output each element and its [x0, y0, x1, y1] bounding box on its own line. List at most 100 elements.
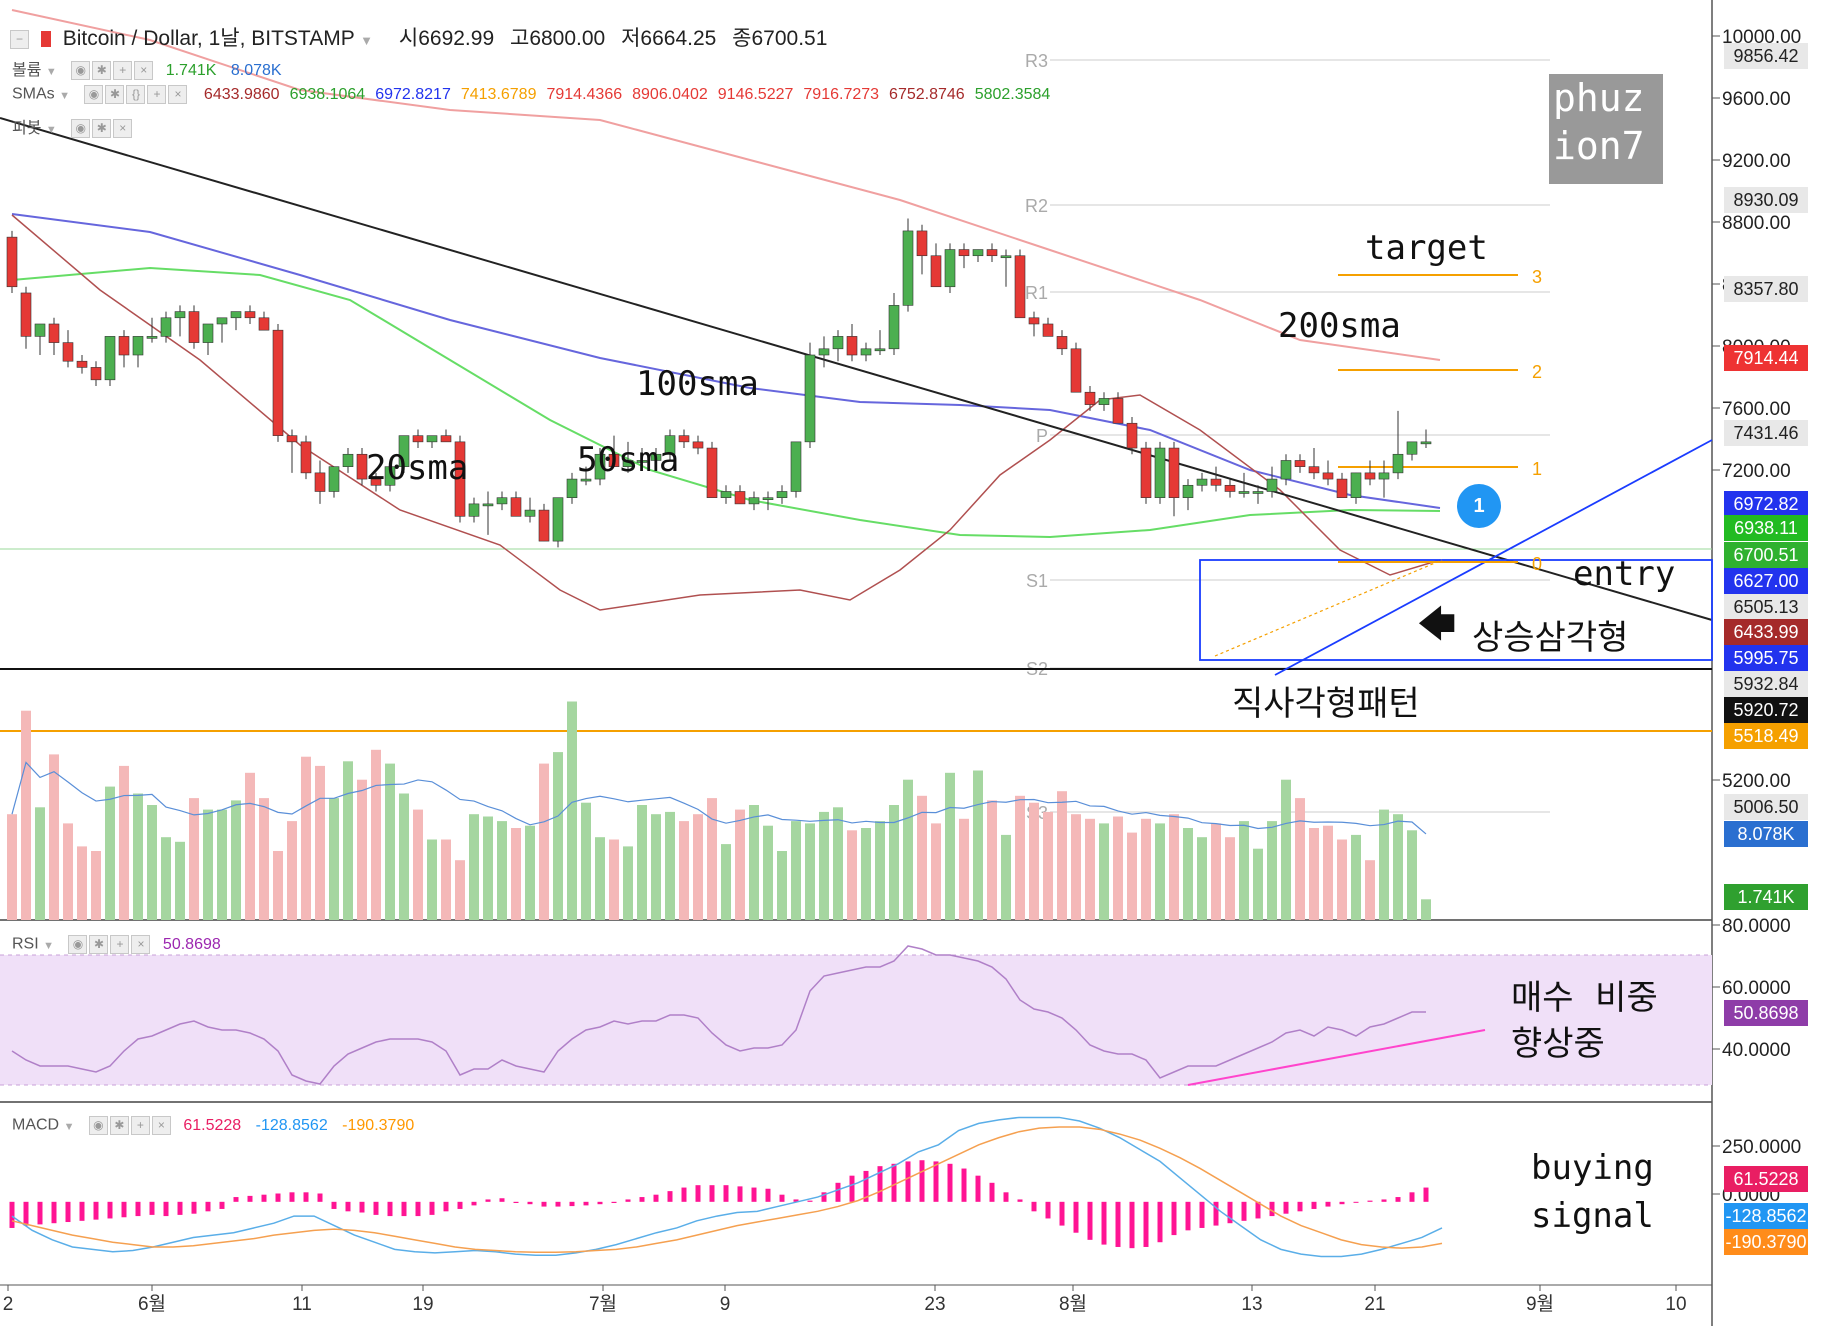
dropdown-icon[interactable]: ▼: [45, 124, 57, 136]
macd-histogram-bar: [373, 1201, 379, 1215]
rsi-band: [0, 955, 1712, 1085]
entry-annotation: entry: [1573, 554, 1676, 594]
candle: [342, 453, 354, 467]
gear-icon[interactable]: ✱: [105, 85, 125, 104]
candle: [1070, 348, 1082, 393]
gear-icon[interactable]: ✱: [92, 119, 112, 139]
close-icon[interactable]: ×: [134, 61, 154, 81]
gear-icon[interactable]: ✱: [109, 1116, 129, 1135]
eye-icon[interactable]: ◉: [84, 85, 104, 104]
close-icon[interactable]: ×: [168, 85, 188, 104]
dropdown-icon[interactable]: ▼: [45, 66, 57, 78]
candle: [818, 348, 830, 356]
dropdown-icon[interactable]: ▼: [43, 939, 55, 952]
plus-icon[interactable]: +: [110, 935, 130, 954]
gear-icon[interactable]: ✱: [89, 935, 109, 954]
candle: [678, 435, 690, 443]
volume-bar: [833, 807, 843, 920]
time-tick-label: 21: [1364, 1294, 1385, 1315]
volume-bar: [777, 851, 787, 920]
volume-bar: [749, 805, 759, 920]
volume-bar: [1281, 779, 1291, 920]
plus-icon[interactable]: +: [130, 1116, 150, 1135]
macd-histogram-bar: [1353, 1201, 1359, 1203]
source-icon[interactable]: {}: [126, 85, 146, 104]
macd-axis-badge: 61.5228: [1724, 1166, 1808, 1192]
candle: [1028, 317, 1040, 325]
candle: [20, 292, 32, 337]
macd-histogram-bar: [247, 1195, 253, 1202]
volume-bar: [343, 761, 353, 920]
volume-bar: [91, 851, 101, 920]
volume-bar: [1365, 860, 1375, 920]
macd-histogram-bar: [149, 1201, 155, 1215]
candle: [1364, 472, 1376, 480]
gear-icon[interactable]: ✱: [92, 61, 112, 81]
price-axis-badge: 6700.51: [1724, 542, 1808, 568]
dropdown-icon[interactable]: ▼: [360, 33, 374, 48]
pivot-label: P: [1036, 426, 1048, 446]
rsi-label: RSI: [12, 935, 39, 953]
close-icon[interactable]: ×: [131, 935, 151, 954]
sma50-annotation: 50sma: [577, 440, 680, 480]
close-icon[interactable]: ×: [113, 119, 133, 139]
macd-histogram-bar: [1339, 1201, 1345, 1205]
macd-histogram-bar: [275, 1193, 281, 1202]
event-marker-badge[interactable]: 1: [1457, 484, 1501, 528]
macd-histogram-bar: [1157, 1201, 1163, 1243]
candle: [6, 236, 18, 288]
plus-icon[interactable]: +: [147, 85, 167, 104]
dropdown-icon[interactable]: ▼: [59, 89, 71, 102]
volume-bar: [1379, 809, 1389, 920]
rsi-value: 50.8698: [162, 935, 221, 953]
volume-bar: [133, 793, 143, 920]
macd-histogram-bar: [863, 1170, 869, 1202]
macd-histogram-bar: [639, 1197, 645, 1202]
open-value: 6692.99: [418, 27, 495, 50]
price-axis-badge: 7914.44: [1724, 345, 1808, 371]
eye-icon[interactable]: ◉: [71, 61, 91, 81]
buy-weight-annotation-2: 향상중: [1511, 1024, 1605, 1064]
price-axis-badge: 9856.42: [1724, 43, 1808, 69]
volume-bar: [525, 825, 535, 920]
volume-bar: [791, 821, 801, 920]
candle: [636, 460, 648, 463]
volume-bar: [665, 811, 675, 920]
collapse-icon[interactable]: −: [10, 29, 29, 49]
volume-bar: [371, 749, 381, 920]
candle: [706, 447, 718, 498]
candle: [1098, 398, 1110, 405]
macd-histogram-bar: [807, 1200, 813, 1202]
macd-histogram-bar: [1171, 1201, 1177, 1236]
close-icon[interactable]: ×: [151, 1116, 171, 1135]
candle: [1350, 472, 1362, 498]
volume-bar: [1169, 814, 1179, 920]
macd-histogram-bar: [1101, 1201, 1107, 1245]
macd-histogram-bar: [793, 1199, 799, 1202]
plus-icon[interactable]: +: [113, 61, 133, 81]
candle: [1084, 391, 1096, 405]
dropdown-icon[interactable]: ▼: [63, 1120, 75, 1133]
pivot-label: S1: [1026, 571, 1048, 591]
candle: [258, 317, 270, 331]
macd-histogram-bar: [191, 1201, 197, 1214]
macd-histogram-bar: [737, 1186, 743, 1202]
macd-histogram-bar: [835, 1182, 841, 1202]
eye-icon[interactable]: ◉: [68, 935, 88, 954]
signal-line: [11, 1126, 1443, 1253]
eye-icon[interactable]: ◉: [71, 119, 91, 139]
volume-bar: [903, 779, 913, 920]
macd-histogram-bar: [513, 1201, 519, 1204]
price-axis-badge: 5932.84: [1724, 671, 1808, 697]
price-axis-badge: 8357.80: [1724, 276, 1808, 302]
candle: [314, 472, 326, 492]
macd-histogram-bar: [527, 1201, 533, 1205]
buying-signal-annotation-1: buying: [1531, 1148, 1654, 1188]
price-axis-badge: 6433.99: [1724, 619, 1808, 645]
macd-histogram-bar: [93, 1201, 99, 1220]
volume-bar: [553, 752, 563, 920]
macd-histogram-bar: [1241, 1201, 1247, 1221]
fib-level-label: 2: [1532, 362, 1542, 382]
eye-icon[interactable]: ◉: [88, 1116, 108, 1135]
